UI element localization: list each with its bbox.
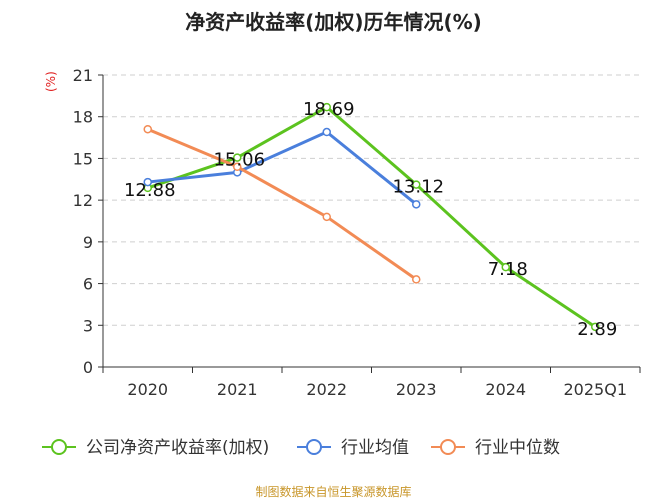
data-point: [412, 275, 421, 284]
y-tick-label: 12: [73, 191, 93, 210]
series-line: [146, 105, 597, 329]
x-tick-label: 2022: [306, 380, 347, 399]
x-tick-label: 2024: [485, 380, 526, 399]
data-point: [233, 162, 242, 172]
chart-title: 净资产收益率(加权)历年情况(%): [185, 10, 482, 34]
data-point: [322, 212, 331, 222]
y-tick-label: 9: [83, 233, 93, 252]
data-point: [322, 102, 331, 112]
y-tick-label: 6: [83, 275, 93, 294]
data-point: [233, 153, 242, 162]
y-tick-label: 15: [73, 149, 93, 168]
y-tick-label: 18: [73, 108, 93, 127]
data-label: 15.06: [213, 150, 265, 171]
x-tick-label: 2023: [396, 380, 437, 399]
data-point: [412, 200, 421, 209]
series-line: [146, 127, 418, 281]
x-tick-label: 2021: [217, 380, 258, 399]
y-tick-label: 21: [73, 66, 93, 85]
data-point: [143, 124, 152, 134]
x-tick-label: 2025Q1: [564, 380, 628, 399]
data-label: 7.18: [488, 259, 528, 280]
data-point: [412, 180, 421, 189]
data-label: 13.12: [392, 177, 444, 198]
legend-marker: [440, 439, 456, 455]
series-line: [146, 130, 418, 206]
y-tick-label: 0: [83, 358, 93, 377]
y-tick-label: 3: [83, 316, 93, 335]
data-point: [143, 177, 152, 187]
legend-label: 行业均值: [341, 438, 409, 458]
source-note: 制图数据来自恒生聚源数据库: [255, 485, 412, 499]
data-point: [322, 127, 331, 137]
legend-marker: [51, 439, 67, 455]
chart-svg: 0 3 6 9 12 15 18 21 2020 2021 2022 2023 2024 2025Q1 12…: [42, 66, 641, 458]
data-label: 2.89: [577, 319, 617, 340]
data-point: [501, 262, 510, 272]
data-label: 18.69: [303, 99, 355, 120]
data-point: [591, 322, 600, 332]
legend-marker: [306, 439, 322, 455]
legend-label: 行业中位数: [475, 438, 560, 458]
x-tick-label: 2020: [127, 380, 168, 399]
legend-label: 公司净资产收益率(加权): [86, 438, 269, 458]
data-label: 12.88: [124, 180, 176, 201]
